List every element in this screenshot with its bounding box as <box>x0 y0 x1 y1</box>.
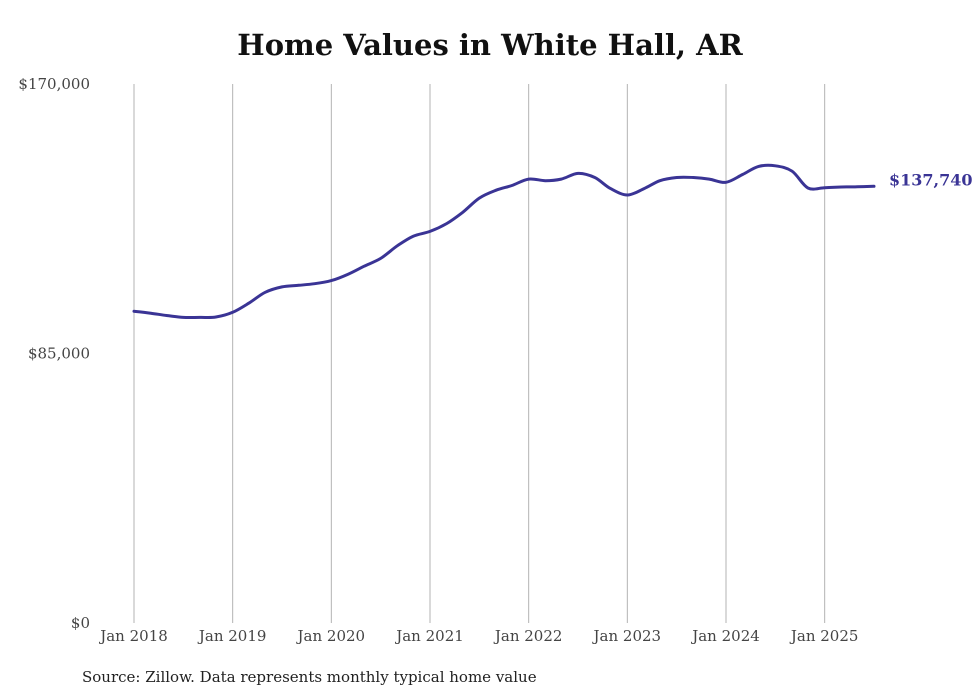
x-tick-label: Jan 2018 <box>98 627 168 645</box>
y-tick-label: $0 <box>71 614 90 632</box>
x-tick-label: Jan 2024 <box>690 627 760 645</box>
source-note: Source: Zillow. Data represents monthly … <box>82 668 537 686</box>
x-tick-label: Jan 2025 <box>789 627 859 645</box>
x-tick-label: Jan 2022 <box>493 627 563 645</box>
y-tick-label: $170,000 <box>18 75 90 93</box>
chart-title: Home Values in White Hall, AR <box>237 28 743 62</box>
x-tick-label: Jan 2023 <box>592 627 662 645</box>
y-tick-label: $85,000 <box>28 345 90 363</box>
end-value-label: $137,740 <box>889 170 973 189</box>
x-tick-label: Jan 2021 <box>394 627 464 645</box>
series-line <box>132 163 876 320</box>
x-tick-label: Jan 2019 <box>197 627 267 645</box>
x-tick-label: Jan 2020 <box>296 627 366 645</box>
